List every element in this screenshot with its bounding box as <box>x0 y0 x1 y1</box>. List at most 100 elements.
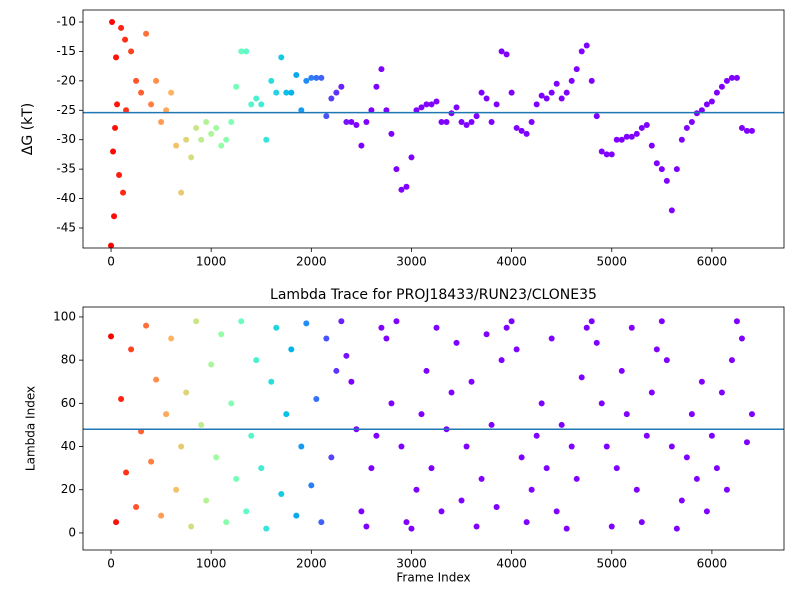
point <box>583 42 590 49</box>
point <box>173 142 180 149</box>
point <box>463 443 470 450</box>
point <box>343 352 350 359</box>
point <box>538 400 545 407</box>
point <box>243 508 250 515</box>
y-tick-label: 0 <box>68 525 76 539</box>
point <box>423 367 430 374</box>
point <box>553 80 560 87</box>
point <box>114 101 121 108</box>
point <box>638 124 645 131</box>
point <box>418 104 425 111</box>
point <box>338 318 345 325</box>
point <box>288 346 295 353</box>
point <box>168 335 175 342</box>
point <box>438 508 445 515</box>
point <box>278 491 285 498</box>
x-tick-label: 3000 <box>396 255 427 269</box>
y-tick-label: -25 <box>56 103 76 117</box>
point <box>308 74 315 81</box>
y-tick-label: -35 <box>56 162 76 176</box>
point <box>323 335 330 342</box>
point <box>208 361 215 368</box>
point <box>163 107 170 114</box>
point <box>318 519 325 526</box>
point <box>568 77 575 84</box>
point <box>548 335 555 342</box>
point <box>508 89 515 96</box>
point <box>383 335 390 342</box>
point <box>168 89 175 96</box>
point <box>608 523 615 530</box>
x-tick-label: 4000 <box>496 557 527 571</box>
point <box>633 130 640 137</box>
point <box>393 166 400 173</box>
point <box>283 411 290 418</box>
point <box>133 77 140 84</box>
point <box>668 443 675 450</box>
point <box>128 48 135 55</box>
point <box>743 439 750 446</box>
point <box>143 322 150 329</box>
point <box>128 346 135 353</box>
point <box>323 113 330 120</box>
point <box>428 101 435 108</box>
point <box>683 124 690 131</box>
point <box>528 486 535 493</box>
point <box>628 133 635 140</box>
point <box>248 101 255 108</box>
x-tick-label: 1000 <box>196 255 227 269</box>
point <box>643 432 650 439</box>
point <box>148 458 155 465</box>
point <box>528 119 535 126</box>
point <box>458 497 465 504</box>
point <box>388 130 395 137</box>
point <box>113 54 120 61</box>
y-tick-label: -15 <box>56 44 76 58</box>
point <box>298 107 305 114</box>
point <box>703 508 710 515</box>
y-tick-label: 60 <box>61 396 76 410</box>
x-tick-label: 5000 <box>596 255 627 269</box>
x-tick-label: 6000 <box>697 255 728 269</box>
point <box>388 400 395 407</box>
point <box>478 89 485 96</box>
point <box>553 508 560 515</box>
y-axis-label: Lambda Index <box>24 386 38 471</box>
point <box>163 411 170 418</box>
chart-title: Lambda Trace for PROJ18433/RUN23/CLONE35 <box>270 287 597 303</box>
point <box>278 54 285 61</box>
point <box>648 142 655 149</box>
point <box>363 523 370 530</box>
point <box>473 523 480 530</box>
point <box>258 101 265 108</box>
point <box>308 482 315 489</box>
point <box>248 432 255 439</box>
point <box>258 465 265 472</box>
point <box>238 48 245 55</box>
point <box>678 136 685 143</box>
point <box>443 119 450 126</box>
point <box>433 324 440 331</box>
point <box>658 318 665 325</box>
x-tick-label: 5000 <box>596 557 627 571</box>
y-tick-label: -45 <box>56 220 76 234</box>
point <box>378 324 385 331</box>
point <box>713 89 720 96</box>
point <box>353 121 360 128</box>
point <box>538 92 545 99</box>
point <box>363 119 370 126</box>
point <box>728 74 735 81</box>
point <box>213 124 220 131</box>
point <box>733 74 740 81</box>
point <box>253 357 260 364</box>
point <box>108 333 115 340</box>
point <box>513 124 520 131</box>
point <box>413 486 420 493</box>
point <box>503 51 510 58</box>
point <box>618 367 625 374</box>
point <box>318 74 325 81</box>
point <box>120 189 127 196</box>
point <box>118 396 125 403</box>
point <box>613 465 620 472</box>
